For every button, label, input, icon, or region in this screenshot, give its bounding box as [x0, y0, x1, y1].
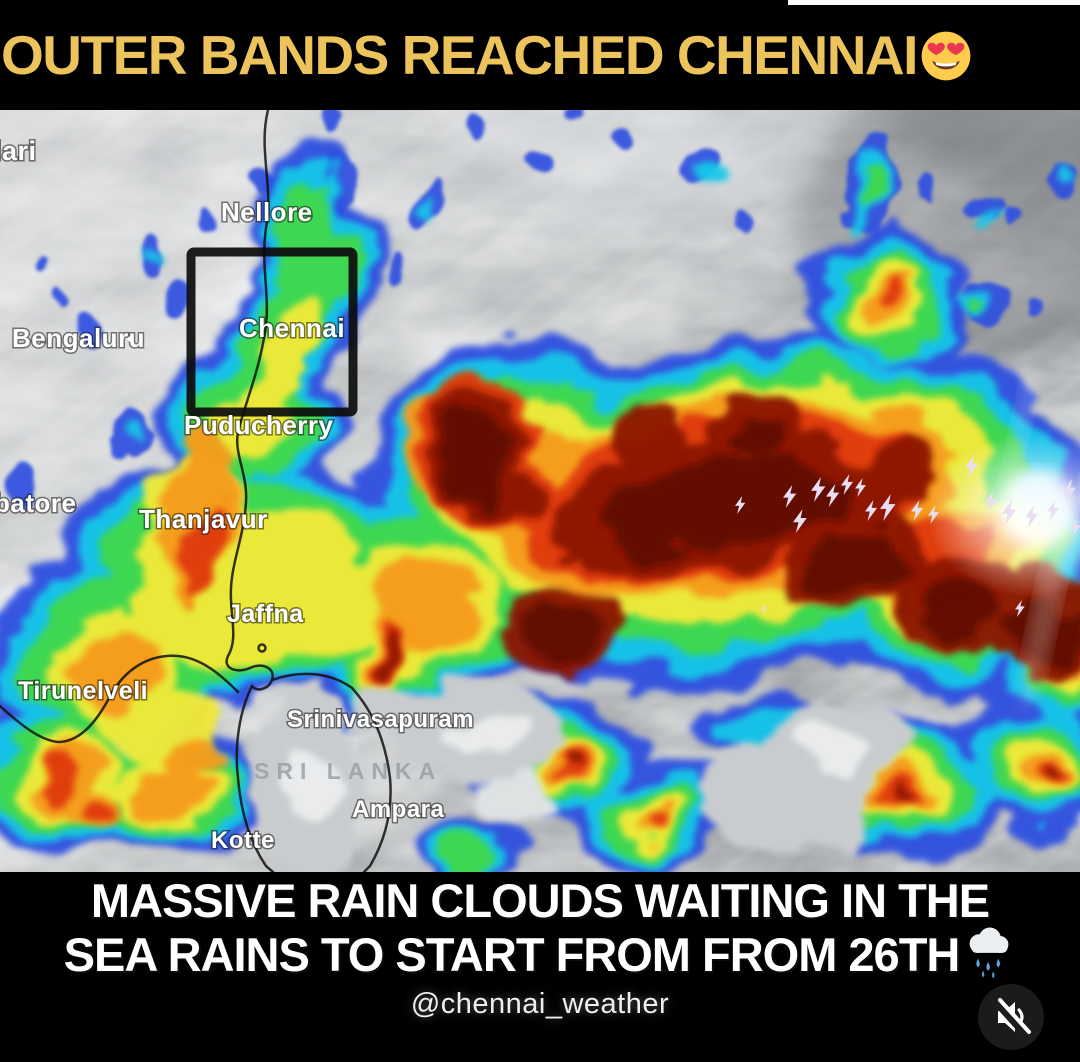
map-label-coimbatore: batore	[0, 488, 76, 518]
speaker-muted-icon	[978, 984, 1044, 1050]
rain-cloud-emoji	[959, 927, 1016, 981]
bottom-banner: MASSIVE RAIN CLOUDS WAITING IN THE SEA R…	[0, 872, 1080, 1062]
map-label-thanjavur: Thanjavur	[139, 504, 268, 534]
map-label-ballari: llari	[0, 136, 37, 166]
map-label-srinivasapuram: Srinivasapuram	[287, 706, 474, 733]
heart-eyes-emoji	[917, 24, 972, 86]
headline-line2-row: SEA RAINS TO START FROM FROM 26TH	[0, 925, 1080, 979]
top-banner: OUTER BANDS REACHED CHENNAI	[0, 0, 1080, 110]
map-label-ampara: Ampara	[352, 796, 445, 823]
map-label-tirunelveli: Tirunelveli	[18, 677, 148, 705]
chennai-highlight-box	[186, 247, 358, 417]
map-label-chennai: Chennai	[239, 313, 345, 343]
top-edge-strip	[788, 0, 1080, 5]
map-label-kotte: Kotte	[211, 827, 275, 854]
map-label-sri-lanka: SRI LANKA	[254, 758, 442, 784]
map-label-bengaluru: Bengaluru	[12, 323, 145, 353]
post-title: OUTER BANDS REACHED CHENNAI	[1, 0, 972, 110]
map-label-jaffna: Jaffna	[227, 600, 304, 628]
map-label-nellore: Nellore	[221, 197, 313, 227]
radar-map-art: llari Nellore Bengaluru Chennai Puducher…	[0, 110, 1080, 872]
rain-cloud-emoji-art	[969, 927, 1009, 979]
mute-button[interactable]	[978, 984, 1044, 1050]
cloud-patches	[252, 687, 915, 872]
headline: MASSIVE RAIN CLOUDS WAITING IN THE SEA R…	[0, 872, 1080, 979]
headline-line1: MASSIVE RAIN CLOUDS WAITING IN THE	[90, 874, 990, 927]
light-glow	[927, 361, 1080, 708]
account-handle: @chennai_weather	[410, 988, 670, 1020]
bengaluru-dot	[127, 336, 133, 342]
heart-eyes-emoji-art	[921, 31, 971, 81]
rain-layer-darkest	[446, 412, 1080, 666]
radar-map: llari Nellore Bengaluru Chennai Puducher…	[0, 110, 1080, 872]
map-labels: llari Nellore Bengaluru Chennai Puducher…	[0, 135, 475, 856]
map-label-puducherry: Puducherry	[184, 410, 334, 440]
